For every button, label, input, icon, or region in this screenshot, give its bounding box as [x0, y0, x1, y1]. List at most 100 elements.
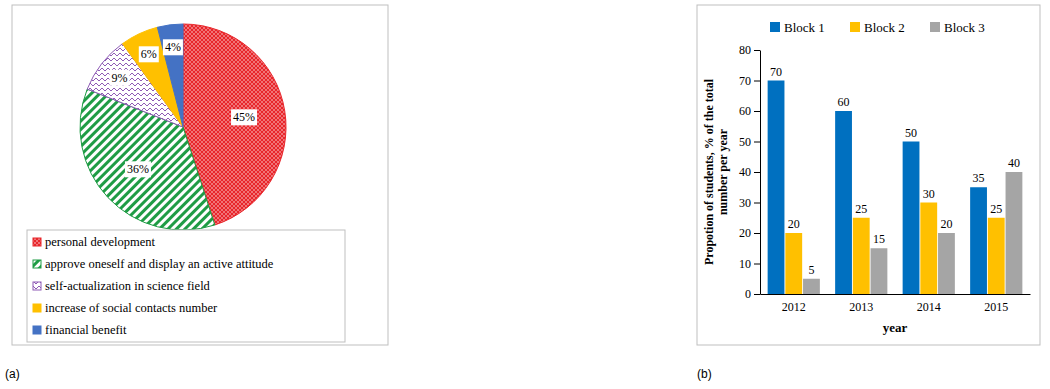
- x-tick-label: 2015: [984, 300, 1008, 314]
- data-label: 36%: [127, 162, 149, 176]
- y-tick-label: 0: [745, 287, 751, 301]
- y-tick: 30: [739, 196, 760, 210]
- y-tick: 50: [739, 135, 760, 149]
- y-tick-mark: [754, 294, 760, 295]
- data-label: 5: [808, 263, 814, 277]
- data-label: 70: [770, 65, 782, 79]
- data-label: 6%: [141, 47, 157, 61]
- bar: [903, 142, 920, 295]
- y-tick: 40: [739, 165, 760, 179]
- y-tick: 0: [745, 287, 760, 301]
- x-tick: 2013: [849, 300, 873, 314]
- legend-frame: [27, 230, 345, 342]
- x-tick-label: 2012: [782, 300, 806, 314]
- data-label: 35: [973, 171, 985, 185]
- y-axis-title: number per year: [716, 128, 730, 215]
- pie-slice: [157, 24, 183, 127]
- y-tick-mark: [754, 264, 760, 265]
- bar: [853, 218, 870, 294]
- bar: [803, 279, 820, 294]
- x-tick-label: 2014: [917, 300, 941, 314]
- y-tick-mark: [754, 142, 760, 143]
- legend-swatch: [33, 304, 41, 312]
- data-label: 60: [838, 95, 850, 109]
- y-tick-mark: [754, 81, 760, 82]
- bar: [1006, 172, 1023, 294]
- y-tick-mark: [754, 111, 760, 112]
- y-tick: 10: [739, 257, 760, 271]
- data-label: 25: [855, 202, 867, 216]
- data-labels: 45% 36% 9% 6% 4%: [110, 39, 258, 177]
- y-tick-mark: [754, 233, 760, 234]
- panel-frame: [697, 5, 1040, 345]
- data-label-box: [163, 39, 183, 55]
- bar: [871, 248, 888, 294]
- x-tick: 2014: [917, 300, 941, 314]
- data-label-box: [110, 70, 130, 86]
- data-label: 9%: [112, 71, 128, 85]
- data-label: 20: [940, 217, 952, 231]
- bars: [768, 81, 1023, 295]
- bar: [785, 233, 802, 294]
- data-label: 15: [873, 232, 885, 246]
- data-label: 25: [990, 202, 1002, 216]
- y-tick-label: 80: [739, 43, 751, 57]
- y-tick-mark: [754, 50, 760, 51]
- y-tick-label: 70: [739, 74, 751, 88]
- bar: [938, 233, 955, 294]
- legend-label: Block 2: [864, 20, 905, 35]
- y-tick: 80: [739, 43, 760, 57]
- bar: [768, 81, 785, 295]
- legend-swatch: [770, 22, 780, 32]
- y-tick-label: 20: [739, 226, 751, 240]
- bar: [920, 203, 937, 295]
- data-label: 20: [788, 217, 800, 231]
- legend-label: Block 1: [784, 20, 825, 35]
- y-axis: 0 10 20 30 40 50 60 70 80: [739, 43, 761, 301]
- y-tick-mark: [754, 203, 760, 204]
- data-label: 4%: [165, 40, 181, 54]
- legend-label: self-actualization in science field: [45, 279, 211, 293]
- x-tick: 2012: [782, 300, 806, 314]
- legend-label: approve oneself and display an active at…: [45, 257, 274, 271]
- y-axis-line: [760, 51, 761, 295]
- legend-label: personal development: [45, 235, 156, 249]
- legend-swatch: [850, 22, 860, 32]
- pie-slices: [80, 24, 286, 230]
- x-axis-line: [761, 294, 1031, 295]
- x-axis: 2012 2013 2014 2015: [761, 295, 1031, 314]
- legend: personal development approve oneself and …: [27, 230, 345, 342]
- data-label: 40: [1008, 156, 1020, 170]
- bar: [988, 218, 1005, 294]
- data-label: 45%: [233, 110, 255, 124]
- y-tick: 20: [739, 226, 760, 240]
- data-label-box: [231, 109, 257, 125]
- y-tick-label: 40: [739, 165, 751, 179]
- panel-label: (a): [5, 367, 20, 381]
- legend-label: increase of social contacts number: [45, 301, 218, 315]
- legend-swatch: [33, 326, 41, 334]
- x-axis-title: year: [883, 320, 908, 335]
- y-tick-label: 60: [739, 104, 751, 118]
- panel-frame: [12, 5, 388, 345]
- legend-swatch: [33, 282, 41, 290]
- data-labels: 70 60 50 35 20 25 30 25 5 15 20 40: [770, 65, 1020, 277]
- data-label: 50: [905, 126, 917, 140]
- data-label: 30: [923, 187, 935, 201]
- y-tick-mark: [754, 172, 760, 173]
- data-label-box: [139, 46, 159, 62]
- x-tick: 2015: [984, 300, 1008, 314]
- y-tick-label: 30: [739, 196, 751, 210]
- bar: [970, 187, 987, 294]
- figure: (a) 45% 36% 9% 6% 4% personal development appro…: [0, 0, 1050, 389]
- pie-plot: [80, 24, 286, 230]
- y-tick: 60: [739, 104, 760, 118]
- legend: Block 1 Block 2 Block 3: [770, 20, 985, 35]
- legend-label: Block 3: [944, 20, 985, 35]
- data-label-box: [125, 161, 151, 177]
- y-tick: 70: [739, 74, 760, 88]
- legend-label: financial benefit: [45, 323, 127, 337]
- legend-swatch: [33, 260, 41, 268]
- bar: [835, 111, 852, 294]
- y-axis-title: Propotion of students, % of the total: [702, 78, 716, 265]
